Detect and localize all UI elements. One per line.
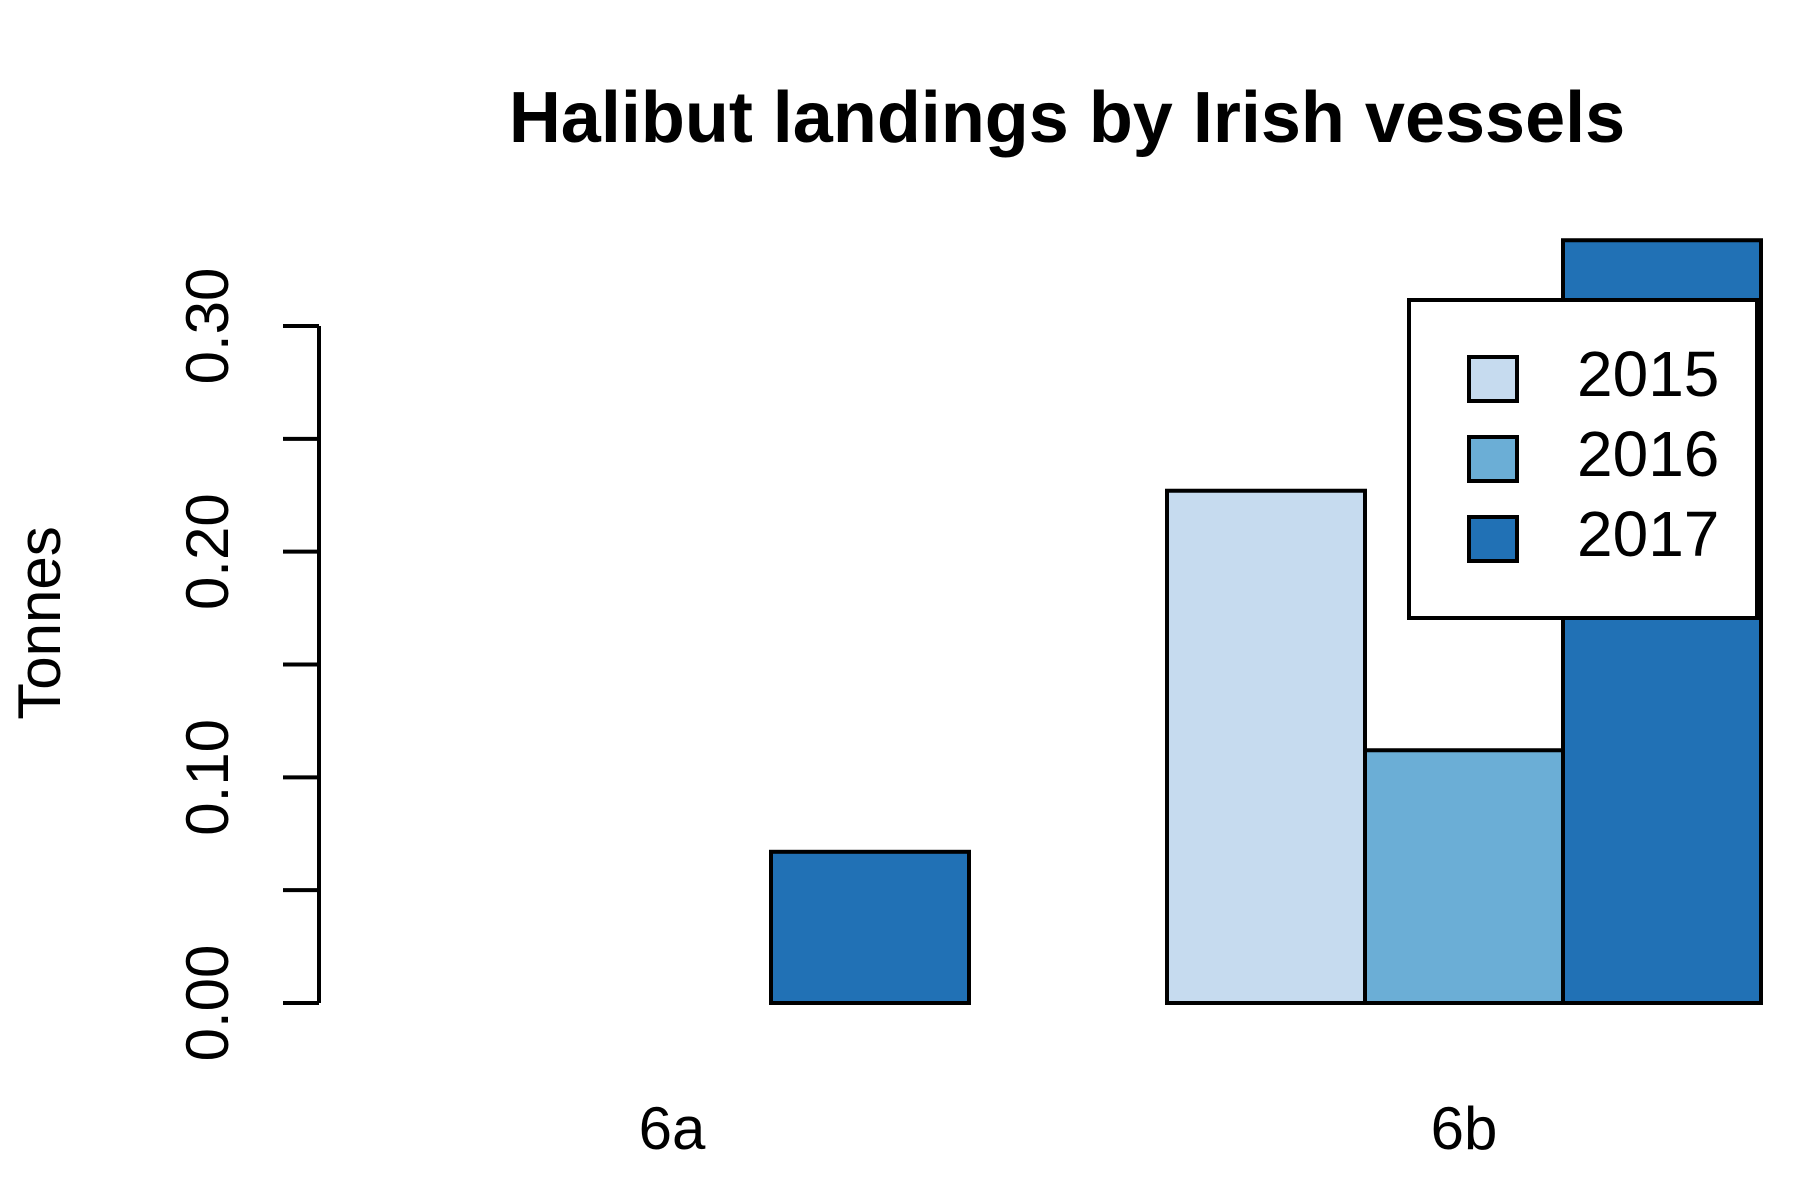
legend-label: 2016: [1577, 418, 1719, 490]
y-tick-label: 0.10: [174, 719, 241, 836]
legend-label: 2015: [1577, 338, 1719, 410]
bar: [1363, 748, 1565, 1006]
y-tick-label: 0.00: [174, 945, 241, 1062]
chart-title: Halibut landings by Irish vessels: [509, 78, 1625, 158]
legend-swatch: [1467, 435, 1519, 483]
x-tick-label: 6b: [1431, 1095, 1498, 1162]
x-tick-label: 6a: [639, 1095, 706, 1162]
bar: [769, 849, 971, 1006]
y-tick-label: 0.30: [174, 268, 241, 385]
y-axis-label: Tonnes: [6, 526, 73, 719]
legend-swatch: [1467, 515, 1519, 563]
y-tick-label: 0.20: [174, 493, 241, 610]
bar: [1165, 488, 1367, 1005]
legend-swatch: [1467, 355, 1519, 403]
legend-label: 2017: [1577, 498, 1719, 570]
